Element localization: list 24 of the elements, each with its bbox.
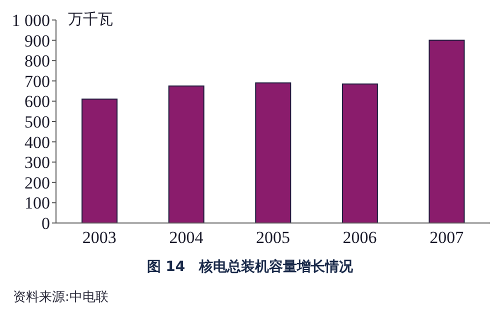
text: 资料来源:中电联 [13,289,108,306]
y-tick-label: 200 [24,173,50,192]
y-tick-label: 600 [24,92,50,112]
x-tick-label: 2003 [82,228,116,248]
bar [168,85,204,223]
x-tick-label: 2007 [430,228,464,248]
x-tick-label: 2004 [169,228,204,248]
y-tick-label: 900 [24,31,50,50]
x-tick-label: 2005 [256,228,290,248]
bar [255,82,292,223]
y-tick-label: 300 [24,153,50,172]
bar [342,83,378,223]
y-axis-title: 万千瓦 [68,10,113,29]
y-tick-label: 100 [24,194,50,213]
text: 图 14 核电总装机容量增长情况 [146,258,354,276]
y-tick-label: 500 [24,112,50,132]
bar [82,98,118,223]
y-tick-label: 400 [24,132,50,152]
y-tick-label: 700 [24,72,50,91]
bar [428,40,465,223]
y-tick-label: 1 000 [12,11,50,30]
y-tick-label: 800 [24,52,50,71]
x-tick-label: 2006 [342,228,377,248]
y-tick-label: 0 [42,214,50,234]
